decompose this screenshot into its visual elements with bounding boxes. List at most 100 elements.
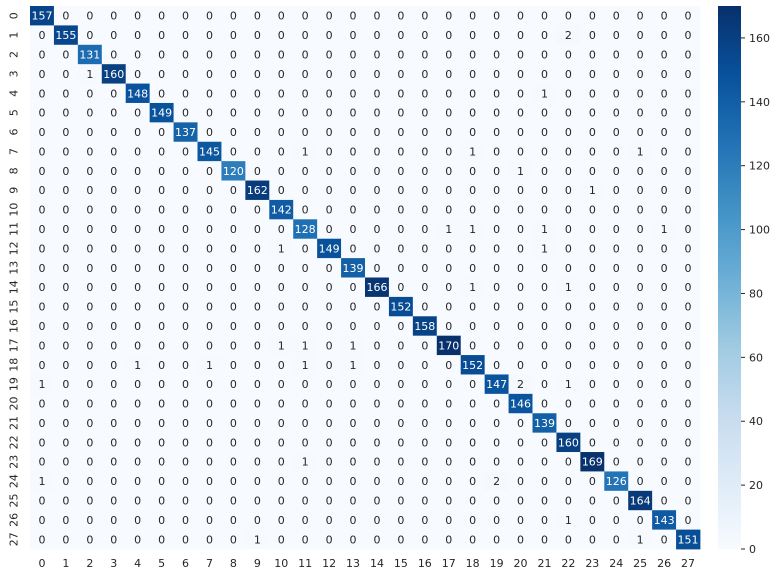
heatmap-cell xyxy=(580,452,605,472)
heatmap-cell xyxy=(101,490,127,511)
heatmap-cell xyxy=(412,277,438,298)
heatmap-cell xyxy=(101,199,127,220)
cell-value-label: 0 xyxy=(326,436,333,449)
cell-value-label: 0 xyxy=(541,281,548,294)
x-tick-label: 4 xyxy=(134,557,141,570)
cell-value-label: 0 xyxy=(158,48,165,61)
heatmap-cell xyxy=(245,258,270,278)
cell-value-label: 0 xyxy=(469,514,476,527)
heatmap-cell xyxy=(676,141,701,162)
heatmap-cell xyxy=(436,122,462,143)
heatmap-cell xyxy=(436,44,462,65)
heatmap-cell xyxy=(269,296,294,317)
cell-value-label: 0 xyxy=(493,126,500,139)
heatmap-cell xyxy=(77,238,103,259)
cell-value-label: 0 xyxy=(421,184,428,197)
cell-value-label: 0 xyxy=(110,223,117,236)
cell-value-label: 0 xyxy=(158,436,165,449)
cell-value-label: 1 xyxy=(589,184,596,197)
heatmap-cell xyxy=(77,374,103,395)
x-tick-label: 11 xyxy=(298,557,312,570)
heatmap-cell xyxy=(412,180,438,201)
heatmap-cell xyxy=(245,413,270,434)
heatmap-cell xyxy=(53,296,79,317)
heatmap-cell xyxy=(556,374,581,395)
cell-value-label: 1 xyxy=(541,242,548,255)
heatmap-cell xyxy=(508,102,533,123)
heatmap-cell xyxy=(580,141,605,162)
heatmap-cell xyxy=(628,432,653,453)
cell-value-label: 0 xyxy=(206,417,213,430)
cell-value-label: 0 xyxy=(637,87,644,100)
cell-value-label: 0 xyxy=(206,29,213,42)
cell-value-label: 0 xyxy=(421,398,428,411)
heatmap-cell xyxy=(484,471,509,492)
heatmap-cell xyxy=(652,374,677,395)
heatmap-cell xyxy=(30,6,55,26)
heatmap-cell xyxy=(436,490,462,511)
heatmap-cell xyxy=(341,296,366,317)
cell-value-label: 0 xyxy=(469,436,476,449)
cell-value-label: 0 xyxy=(421,378,428,391)
cell-value-label: 0 xyxy=(326,10,333,23)
heatmap-cell xyxy=(652,452,677,472)
heatmap-cell xyxy=(53,258,79,278)
heatmap-cell xyxy=(412,219,438,240)
cell-value-label: 0 xyxy=(589,262,596,275)
cell-value-label: 0 xyxy=(493,29,500,42)
cell-value-label: 1 xyxy=(637,145,644,158)
heatmap-cell xyxy=(30,180,55,201)
cell-value-label: 0 xyxy=(110,29,117,42)
cell-value-label: 0 xyxy=(517,262,524,275)
heatmap-cell xyxy=(604,471,629,492)
cell-value-label: 0 xyxy=(589,281,596,294)
cell-value-label: 0 xyxy=(350,165,357,178)
cell-value-label: 0 xyxy=(110,165,117,178)
heatmap-cell xyxy=(580,296,605,317)
heatmap-cell xyxy=(460,316,486,337)
heatmap-cell xyxy=(53,83,79,104)
cell-value-label: 0 xyxy=(110,339,117,352)
cell-value-label: 0 xyxy=(613,68,620,81)
cell-value-label: 0 xyxy=(373,301,380,314)
heatmap-cell xyxy=(245,141,270,162)
heatmap-cell xyxy=(125,452,151,472)
cell-value-label: 0 xyxy=(62,495,69,508)
cell-value-label: 1 xyxy=(302,145,309,158)
cell-value-label: 0 xyxy=(445,475,452,488)
heatmap-cell xyxy=(293,141,318,162)
cell-value-label: 0 xyxy=(86,29,93,42)
heatmap-cell xyxy=(388,296,414,317)
cell-value-label: 0 xyxy=(589,242,596,255)
heatmap-cell xyxy=(149,180,174,201)
heatmap-cell xyxy=(341,529,366,550)
cell-value-label: 0 xyxy=(637,456,644,469)
heatmap-cell xyxy=(532,238,557,259)
cell-value-label: 1 xyxy=(206,359,213,372)
cell-value-label: 1 xyxy=(302,359,309,372)
cell-value-label: 0 xyxy=(302,10,309,23)
heatmap-cell xyxy=(412,316,438,337)
cell-value-label: 0 xyxy=(254,514,261,527)
heatmap-cell xyxy=(341,83,366,104)
heatmap-cell xyxy=(317,161,342,181)
cell-value-label: 0 xyxy=(350,29,357,42)
heatmap-cell xyxy=(149,44,174,65)
heatmap-cell xyxy=(460,335,486,356)
x-tick-label: 19 xyxy=(490,557,504,570)
cell-value-label: 0 xyxy=(613,262,620,275)
heatmap-cell xyxy=(125,296,151,317)
cell-value-label: 0 xyxy=(206,126,213,139)
heatmap-cell xyxy=(556,510,581,531)
cell-value-label: 0 xyxy=(589,514,596,527)
heatmap-cell xyxy=(484,102,509,123)
heatmap-cell xyxy=(221,180,246,201)
cell-value-label: 0 xyxy=(158,281,165,294)
cell-value-label: 0 xyxy=(421,87,428,100)
cell-value-label: 0 xyxy=(134,204,141,217)
cell-value-label: 0 xyxy=(230,475,237,488)
cell-value-label: 0 xyxy=(206,87,213,100)
heatmap-cell xyxy=(436,25,462,46)
heatmap-cell xyxy=(484,510,509,531)
cell-value-label: 0 xyxy=(397,10,404,23)
